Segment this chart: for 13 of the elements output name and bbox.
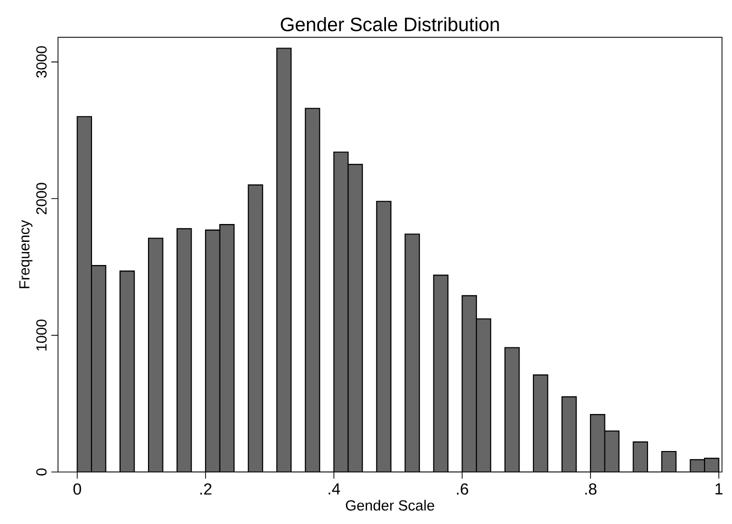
y-tick-label: 2000 <box>36 182 47 214</box>
x-tick-label: .2 <box>200 483 212 495</box>
y-tick-label: 0 <box>36 468 47 476</box>
x-tick-label: .6 <box>456 483 468 495</box>
y-axis-title: Frequency <box>19 220 32 288</box>
x-tick-label: 0 <box>73 483 82 495</box>
x-tick-label: .8 <box>585 483 596 495</box>
x-tick-label: .4 <box>328 483 340 494</box>
y-tick-label: 1000 <box>36 320 47 351</box>
y-tick-label: 3000 <box>36 46 47 78</box>
x-tick-label: 1 <box>716 483 722 494</box>
chart-title: Gender Scale Distribution <box>280 17 499 32</box>
x-axis-title: Gender Scale <box>346 500 434 511</box>
